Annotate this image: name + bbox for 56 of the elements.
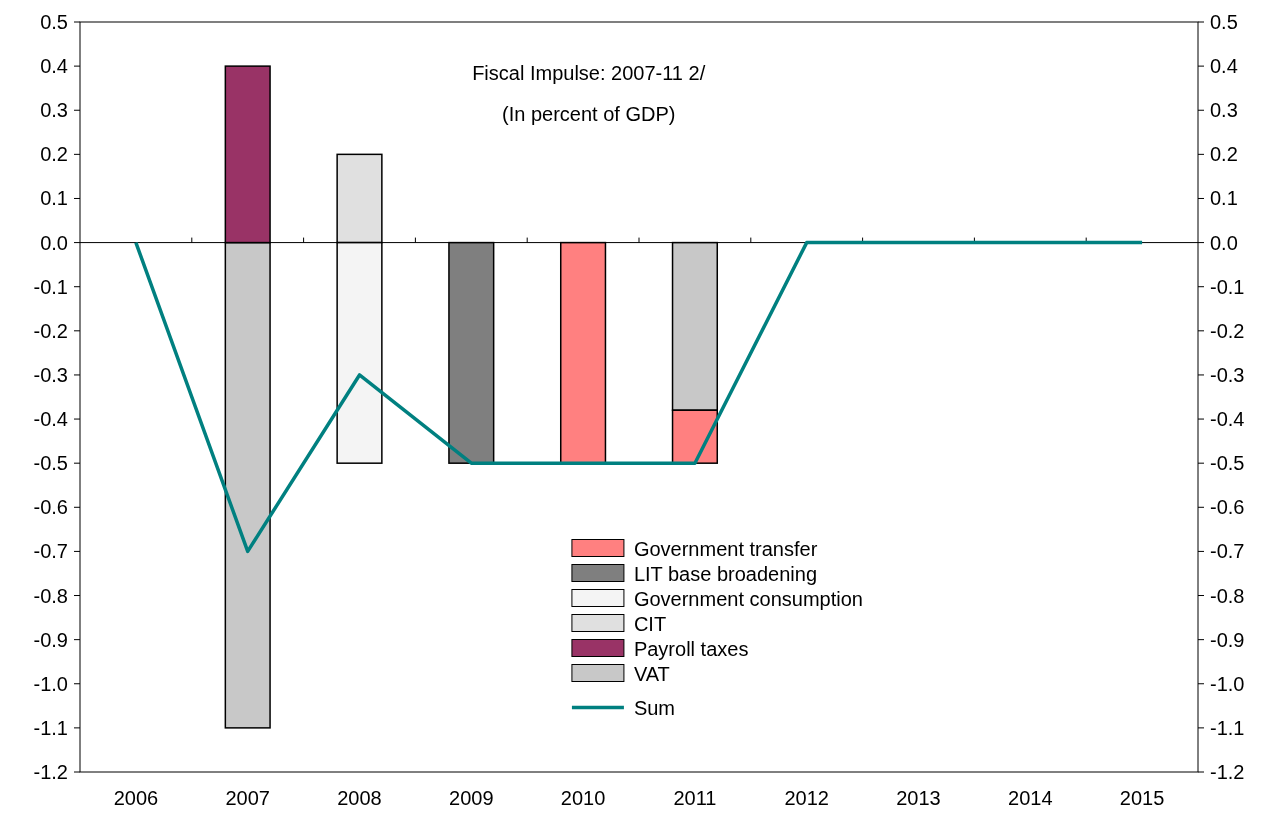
y2-tick-label: 0.5: [1210, 11, 1238, 33]
legend-label: Government consumption: [633, 587, 863, 610]
x-tick-label: 2013: [896, 787, 941, 809]
text: (In percent of GDP): [501, 103, 676, 125]
y2-tick-label: -1.1: [1210, 716, 1245, 739]
y2-tick-label: -0.8: [1210, 584, 1245, 607]
y-tick-label: 0.5: [40, 11, 68, 33]
legend-label: Sum: [633, 696, 676, 719]
y-tick-label: 0.4: [40, 55, 68, 78]
y2-tick-label: -1.0: [1210, 672, 1245, 695]
x-tick-label: 2008: [337, 787, 382, 809]
y2-tick-label: -0.7: [1210, 540, 1245, 563]
y-tick-label: -1.2: [33, 761, 68, 783]
x-tick-label: 2011: [673, 787, 717, 809]
x-tick-label: 2010: [560, 787, 606, 809]
x-tick-label: 2015: [1119, 787, 1165, 809]
y2-tick-label: 0.0: [1210, 231, 1238, 254]
legend-label: Payroll taxes: [633, 637, 749, 660]
text: Fiscal Impulse: 2007-11 2/: [472, 62, 706, 84]
x-tick-label: 2012: [784, 787, 829, 809]
y-tick-label: -1.0: [33, 672, 68, 695]
x-tick-label: 2006: [113, 787, 159, 809]
x-tick-label: 2009: [449, 787, 494, 809]
legend-label: VAT: [633, 662, 670, 685]
y-tick-label: -0.3: [33, 363, 68, 386]
y-tick-label: -0.2: [33, 319, 68, 342]
x-tick-label: 2014: [1008, 787, 1053, 809]
y-tick-label: -0.4: [33, 408, 68, 431]
y2-tick-label: -0.3: [1210, 363, 1245, 386]
y2-tick-label: 0.3: [1210, 99, 1238, 122]
y-tick-label: -0.9: [33, 628, 68, 651]
y-tick-label: -0.6: [33, 496, 68, 519]
y2-tick-label: 0.2: [1210, 143, 1238, 166]
y2-tick-label: -0.9: [1210, 628, 1245, 651]
y-tick-label: 0.2: [40, 143, 68, 166]
y2-tick-label: -0.2: [1210, 319, 1245, 342]
y2-tick-label: -0.5: [1210, 452, 1245, 475]
legend-label: CIT: [633, 612, 667, 635]
y-tick-label: 0.3: [40, 99, 68, 122]
y2-tick-label: -1.2: [1210, 761, 1245, 783]
y-tick-label: -0.5: [33, 452, 68, 475]
legend-label: Government transfer: [633, 537, 818, 560]
y2-tick-label: -0.4: [1210, 408, 1245, 431]
y-tick-label: 0.1: [40, 187, 68, 210]
y2-tick-label: 0.1: [1210, 187, 1238, 210]
y-tick-label: -0.7: [33, 540, 68, 563]
y2-tick-label: 0.4: [1210, 55, 1238, 78]
line-series: [134, 240, 1144, 554]
y2-tick-label: -0.6: [1210, 496, 1245, 519]
y-tick-label: -0.1: [33, 275, 68, 298]
y-tick-label: 0.0: [40, 231, 68, 254]
y2-tick-label: -0.1: [1210, 275, 1245, 298]
y-tick-label: -1.1: [33, 716, 68, 739]
x-tick-label: 2007: [225, 787, 270, 809]
legend-label: LIT base broadening: [633, 562, 818, 585]
y-tick-label: -0.8: [33, 584, 68, 607]
